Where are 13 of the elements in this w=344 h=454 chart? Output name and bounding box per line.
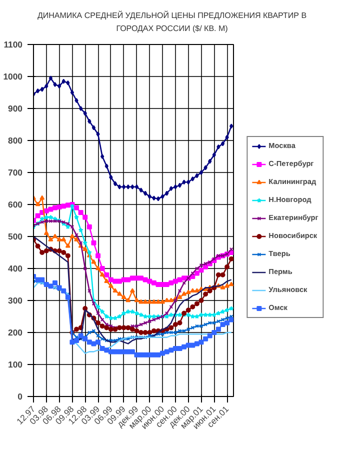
y-tick-label: 400 xyxy=(8,264,23,274)
y-tick-label: 1000 xyxy=(3,72,23,82)
y-tick-label: 700 xyxy=(8,168,23,178)
y-tick-label: 500 xyxy=(8,232,23,242)
y-tick-label: 200 xyxy=(8,328,23,338)
y-tick-label: 900 xyxy=(8,104,23,114)
y-tick-label: 600 xyxy=(8,200,23,210)
y-tick-label: 300 xyxy=(8,296,23,306)
chart-title: ДИНАМИКА СРЕДНЕЙ УДЕЛЬНОЙ ЦЕНЫ ПРЕДЛОЖЕНИЯ КВАРТИР В ГОРОДАХ РОССИИ ($/ КВ. М) xyxy=(36,10,308,35)
y-tick-label: 0 xyxy=(18,392,23,402)
y-tick-label: 100 xyxy=(8,360,23,370)
y-tick-label: 800 xyxy=(8,136,23,146)
y-tick-label: 1100 xyxy=(4,40,23,50)
